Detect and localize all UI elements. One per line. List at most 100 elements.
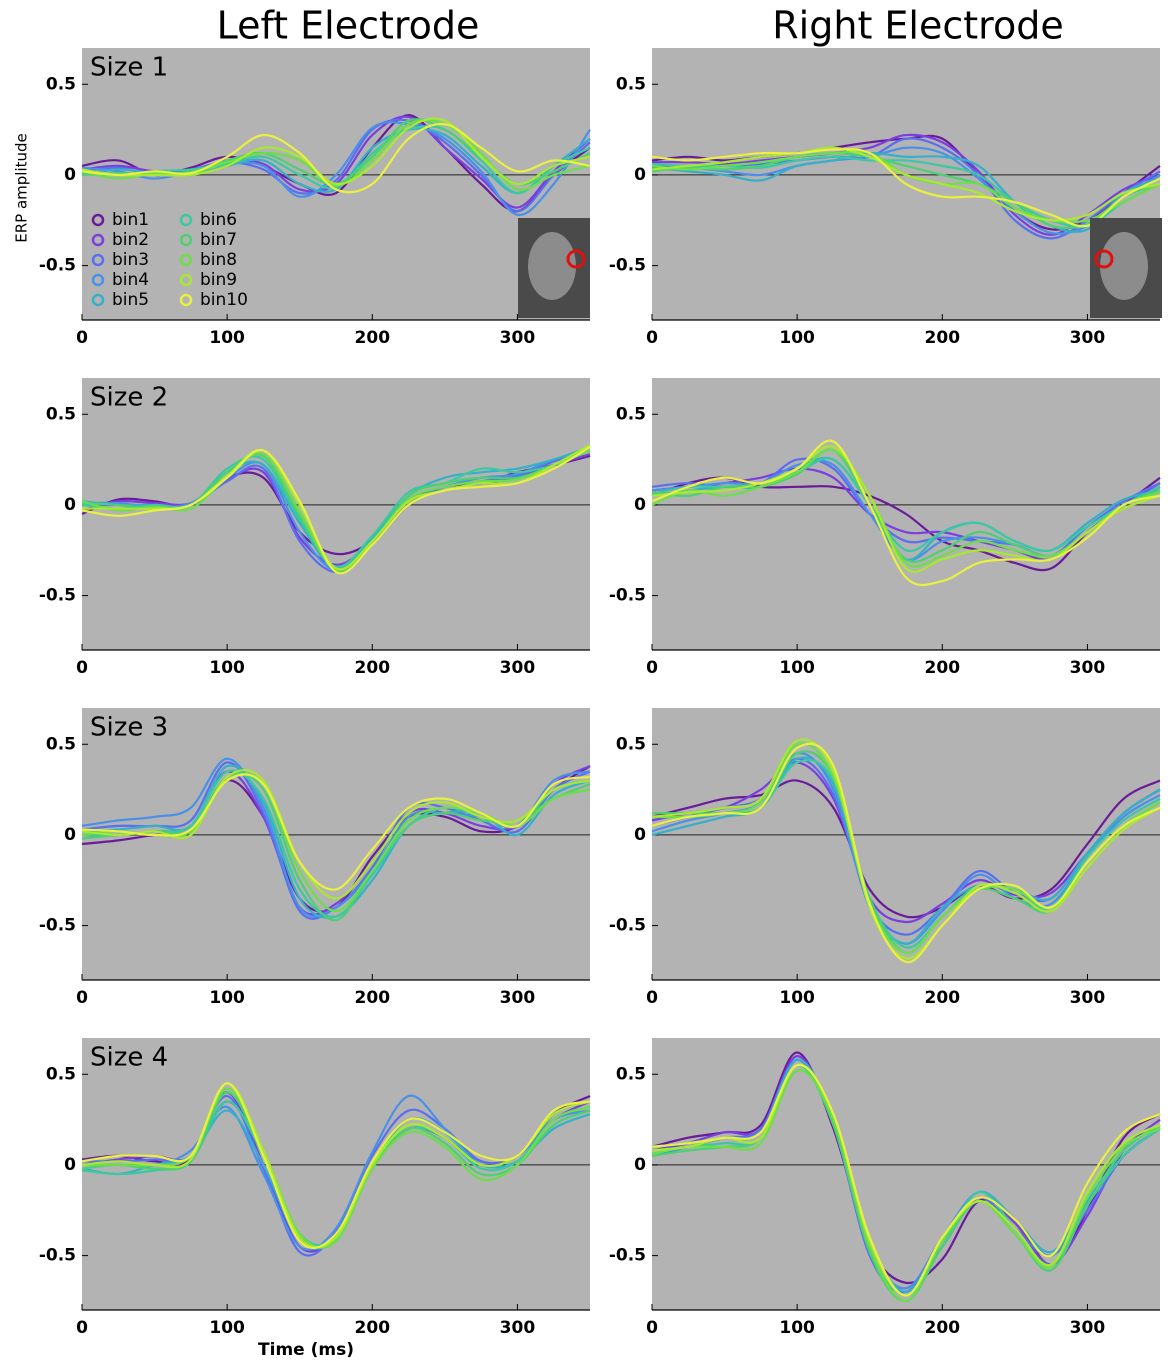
y-tick-label: 0 xyxy=(634,1155,646,1175)
x-tick-label: 100 xyxy=(209,658,245,678)
legend-label: bin5 xyxy=(112,290,149,310)
erp-line xyxy=(651,756,1161,945)
erp-line xyxy=(81,121,591,216)
x-tick-label: 300 xyxy=(1070,988,1106,1008)
erp-line xyxy=(81,445,591,575)
panel-label: Size 3 xyxy=(90,713,168,743)
x-tick-label: 200 xyxy=(925,658,961,678)
y-tick-label: -0.5 xyxy=(39,1246,76,1266)
plot-area xyxy=(82,378,590,650)
plot-area xyxy=(82,708,590,980)
erp-line xyxy=(651,1064,1161,1297)
panels: 0 100 200 300 -0.5 0 0.5 Left Electrode Size 1 ER… xyxy=(13,4,1161,1360)
x-tick-label: 200 xyxy=(925,328,961,348)
y-tick-label: 0 xyxy=(64,825,76,845)
legend-label: bin4 xyxy=(112,270,149,290)
y-tick-label: 0.5 xyxy=(46,74,76,94)
x-tick-label: 0 xyxy=(76,658,88,678)
x-tick-label: 100 xyxy=(209,1318,245,1338)
erp-line xyxy=(651,152,1161,230)
erp-line xyxy=(81,1082,591,1249)
y-tick-label: 0 xyxy=(64,1155,76,1175)
x-tick-label: 0 xyxy=(646,658,658,678)
panel: 0 100 200 300 -0.5 0 0.5 xyxy=(609,708,1161,1008)
y-tick-label: 0.5 xyxy=(46,1064,76,1084)
legend-marker xyxy=(91,253,105,267)
plot-area xyxy=(652,1038,1160,1310)
inset-marker xyxy=(1094,249,1114,269)
erp-line xyxy=(651,1069,1161,1303)
legend-marker xyxy=(179,253,193,267)
series-group xyxy=(651,1051,1161,1303)
legend-marker xyxy=(91,273,105,287)
panel: 0 100 200 300 -0.5 0 0.5 Left Electrode Size 1 ER… xyxy=(13,4,591,348)
legend-marker xyxy=(179,233,193,247)
x-tick-label: 0 xyxy=(76,328,88,348)
column-title: Left Electrode xyxy=(217,4,480,48)
y-tick-label: 0 xyxy=(634,495,646,515)
y-tick-label: -0.5 xyxy=(609,586,646,606)
legend-marker xyxy=(179,293,193,307)
plot-area xyxy=(652,708,1160,980)
y-tick-label: 0.5 xyxy=(616,1064,646,1084)
panel-label: Size 4 xyxy=(90,1043,168,1073)
x-tick-label: 300 xyxy=(1070,1318,1106,1338)
series-group xyxy=(651,133,1161,240)
erp-line xyxy=(81,1082,591,1250)
series-group xyxy=(81,113,591,216)
erp-line xyxy=(81,449,591,568)
erp-line xyxy=(82,1087,591,1249)
x-tick-label: 300 xyxy=(500,658,536,678)
legend-label: bin9 xyxy=(200,270,237,290)
x-tick-label: 0 xyxy=(76,1318,88,1338)
legend-label: bin2 xyxy=(112,230,149,250)
panel: 0 100 200 300 -0.5 0 0.5 Right Electrode xyxy=(609,4,1161,348)
erp-line xyxy=(651,761,1161,924)
erp-line xyxy=(651,445,1161,573)
legend-marker xyxy=(91,233,105,247)
y-tick-label: 0.5 xyxy=(46,404,76,424)
series-group xyxy=(651,439,1161,587)
inset-face xyxy=(528,232,576,300)
erp-line xyxy=(81,773,591,891)
y-tick-label: 0.5 xyxy=(616,734,646,754)
x-tick-label: 200 xyxy=(355,658,391,678)
series-group xyxy=(651,738,1161,963)
erp-line xyxy=(651,146,1161,235)
y-tick-label: -0.5 xyxy=(609,1246,646,1266)
legend-label: bin8 xyxy=(200,250,237,270)
inset-face xyxy=(1100,232,1148,300)
x-tick-label: 100 xyxy=(209,328,245,348)
panel: 0 100 200 300 -0.5 0 0.5 xyxy=(609,378,1161,678)
erp-line xyxy=(651,779,1161,919)
panel: 0 100 200 300 -0.5 0 0.5 Size 4 Time (ms) xyxy=(39,1038,591,1360)
legend-marker xyxy=(179,273,193,287)
plot-area xyxy=(82,1038,590,1310)
legend-marker xyxy=(91,213,105,227)
x-tick-label: 300 xyxy=(500,328,536,348)
y-tick-label: 0 xyxy=(64,495,76,515)
legend-label: bin6 xyxy=(200,210,237,230)
erp-line xyxy=(651,146,1161,222)
x-tick-label: 100 xyxy=(779,658,815,678)
y-tick-label: 0 xyxy=(634,165,646,185)
x-tick-label: 0 xyxy=(76,988,88,1008)
x-axis-label: Time (ms) xyxy=(258,1340,354,1360)
panel: 0 100 200 300 -0.5 0 0.5 Size 3 xyxy=(39,708,591,1008)
x-tick-label: 0 xyxy=(646,988,658,1008)
erp-line xyxy=(651,152,1161,233)
y-tick-label: -0.5 xyxy=(39,586,76,606)
legend-label: bin7 xyxy=(200,230,237,250)
panel-label: Size 2 xyxy=(90,383,168,413)
legend-label: bin3 xyxy=(112,250,149,270)
x-tick-label: 200 xyxy=(355,988,391,1008)
x-tick-label: 100 xyxy=(209,988,245,1008)
panel-label: Size 1 xyxy=(90,53,168,83)
x-tick-label: 300 xyxy=(500,1318,536,1338)
y-tick-label: 0.5 xyxy=(616,74,646,94)
x-tick-label: 100 xyxy=(779,988,815,1008)
legend-label: bin1 xyxy=(112,210,149,230)
erp-line xyxy=(651,738,1161,960)
